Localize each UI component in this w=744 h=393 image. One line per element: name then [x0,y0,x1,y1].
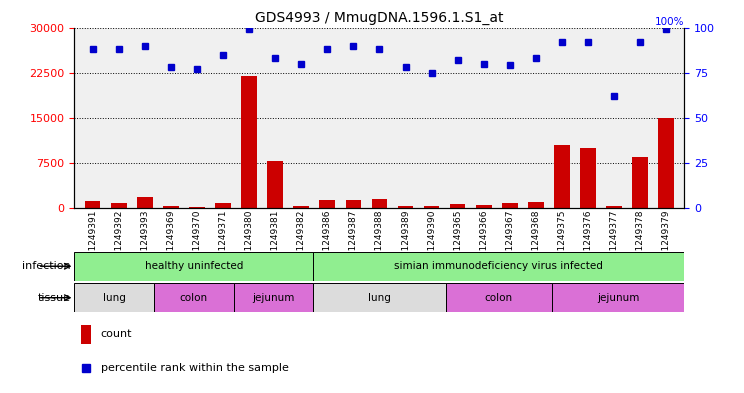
Bar [446,283,552,312]
Bar [80,325,92,344]
Bar [632,157,648,208]
Bar [189,207,205,208]
Bar [154,283,234,312]
Bar [74,252,313,281]
Text: lung: lung [103,293,126,303]
Text: colon: colon [180,293,208,303]
Bar [74,283,154,312]
Bar [345,200,361,208]
Bar [398,206,414,208]
Bar [424,206,440,208]
Text: jejunum: jejunum [252,293,295,303]
Text: percentile rank within the sample: percentile rank within the sample [100,364,289,373]
Bar [234,283,313,312]
Text: colon: colon [485,293,513,303]
Bar [313,252,684,281]
Title: GDS4993 / MmugDNA.1596.1.S1_at: GDS4993 / MmugDNA.1596.1.S1_at [255,11,504,25]
Bar [554,145,570,208]
Bar [502,202,518,208]
Bar [85,201,100,208]
Bar [450,204,466,208]
Bar [313,283,446,312]
Text: infection: infection [22,261,71,271]
Text: tissue: tissue [38,293,71,303]
Bar [580,148,596,208]
Bar [476,205,492,208]
Bar [552,283,684,312]
Bar [371,199,388,208]
Bar [111,202,126,208]
Text: simian immunodeficiency virus infected: simian immunodeficiency virus infected [394,261,603,271]
Text: healthy uninfected: healthy uninfected [144,261,243,271]
Bar [267,161,283,208]
Bar [658,118,674,208]
Bar [215,202,231,208]
Text: jejunum: jejunum [597,293,639,303]
Bar [528,202,544,208]
Bar [606,206,622,208]
Bar [163,206,179,208]
Text: count: count [100,329,132,340]
Bar [319,200,335,208]
Text: 100%: 100% [655,17,684,27]
Bar [137,197,153,208]
Bar [241,76,257,208]
Bar [293,206,309,208]
Text: lung: lung [368,293,391,303]
